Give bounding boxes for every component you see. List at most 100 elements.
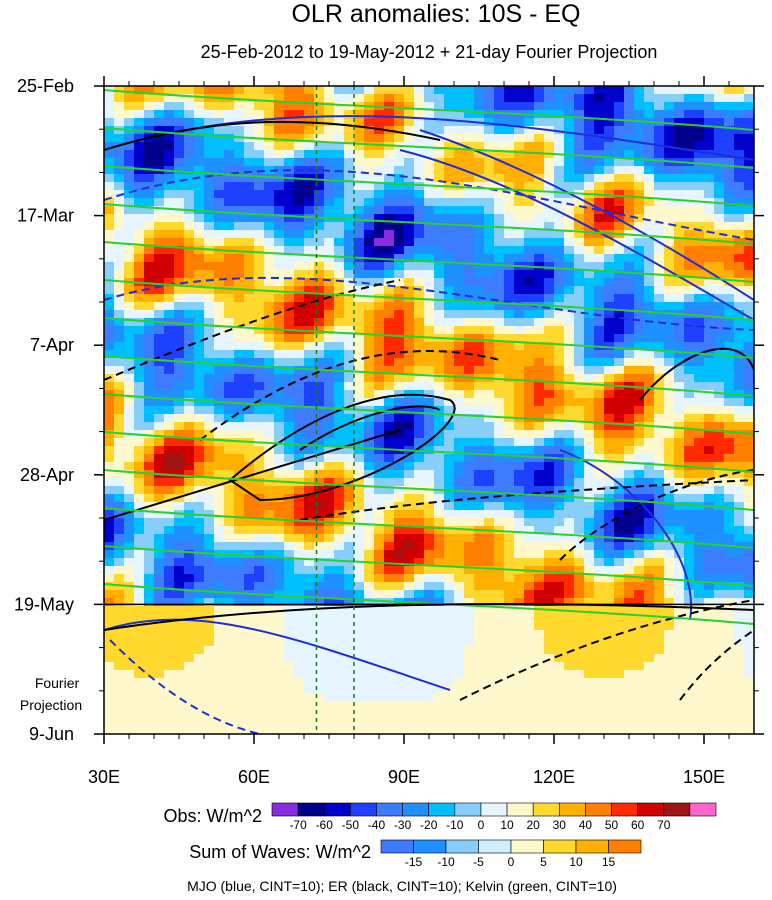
field-cell: [624, 398, 635, 407]
field-cell: [404, 86, 415, 95]
field-cell: [294, 646, 305, 655]
field-cell: [224, 670, 235, 679]
field-cell: [364, 174, 375, 183]
field-cell: [614, 294, 625, 303]
field-cell: [734, 182, 745, 191]
field-cell: [354, 582, 365, 591]
field-cell: [144, 334, 155, 343]
field-cell: [594, 694, 605, 703]
field-cell: [734, 190, 745, 199]
field-cell: [224, 510, 235, 519]
field-cell: [524, 478, 535, 487]
field-cell: [424, 518, 435, 527]
field-cell: [454, 654, 465, 663]
field-cell: [324, 622, 335, 631]
field-cell: [564, 158, 575, 167]
field-cell: [494, 582, 505, 591]
field-cell: [164, 254, 175, 263]
field-cell: [174, 118, 185, 127]
field-cell: [344, 606, 355, 615]
field-cell: [454, 206, 465, 215]
field-cell: [654, 302, 665, 311]
field-cell: [554, 366, 565, 375]
field-cell: [144, 550, 155, 559]
field-cell: [384, 262, 395, 271]
field-cell: [624, 150, 635, 159]
field-cell: [104, 198, 115, 207]
field-cell: [444, 190, 455, 199]
field-cell: [154, 614, 165, 623]
field-cell: [444, 254, 455, 263]
field-cell: [254, 294, 265, 303]
field-cell: [734, 590, 745, 599]
field-cell: [734, 302, 745, 311]
field-cell: [254, 374, 265, 383]
field-cell: [304, 406, 315, 415]
field-cell: [394, 406, 405, 415]
field-cell: [664, 622, 675, 631]
field-cell: [744, 454, 754, 463]
field-cell: [694, 342, 705, 351]
field-cell: [284, 558, 295, 567]
field-cell: [154, 94, 165, 103]
field-cell: [544, 326, 555, 335]
field-cell: [424, 438, 435, 447]
field-cell: [354, 142, 365, 151]
field-cell: [434, 206, 445, 215]
field-cell: [114, 262, 125, 271]
field-cell: [734, 254, 745, 263]
field-cell: [684, 270, 695, 279]
field-cell: [214, 478, 225, 487]
field-cell: [174, 686, 185, 695]
field-cell: [244, 646, 255, 655]
field-cell: [324, 158, 335, 167]
field-cell: [554, 86, 565, 95]
field-cell: [144, 462, 155, 471]
field-cell: [104, 334, 115, 343]
field-cell: [614, 86, 625, 95]
field-cell: [494, 470, 505, 479]
field-cell: [284, 630, 295, 639]
field-cell: [104, 302, 115, 311]
field-cell: [564, 398, 575, 407]
field-cell: [264, 486, 275, 495]
field-cell: [544, 494, 555, 503]
field-cell: [434, 142, 445, 151]
field-cell: [724, 622, 735, 631]
field-cell: [684, 590, 695, 599]
field-cell: [724, 214, 735, 223]
field-cell: [144, 262, 155, 271]
field-cell: [574, 686, 585, 695]
field-cell: [614, 326, 625, 335]
field-cell: [734, 414, 745, 423]
field-cell: [594, 318, 605, 327]
field-cell: [224, 294, 235, 303]
field-cell: [444, 318, 455, 327]
field-cell: [634, 662, 645, 671]
field-cell: [464, 534, 475, 543]
field-cell: [174, 382, 185, 391]
field-cell: [184, 238, 195, 247]
field-cell: [554, 374, 565, 383]
field-cell: [224, 534, 235, 543]
field-cell: [734, 622, 745, 631]
field-cell: [454, 126, 465, 135]
field-cell: [264, 238, 275, 247]
field-cell: [624, 614, 635, 623]
field-cell: [124, 406, 135, 415]
field-cell: [484, 678, 495, 687]
field-cell: [624, 430, 635, 439]
field-cell: [664, 582, 675, 591]
field-cell: [264, 302, 275, 311]
field-cell: [204, 566, 215, 575]
field-cell: [574, 406, 585, 415]
field-cell: [184, 462, 195, 471]
field-cell: [134, 510, 145, 519]
field-cell: [464, 550, 475, 559]
field-cell: [264, 478, 275, 487]
field-cell: [154, 462, 165, 471]
field-cell: [444, 534, 455, 543]
field-cell: [314, 694, 325, 703]
field-cell: [624, 206, 635, 215]
field-cell: [154, 478, 165, 487]
